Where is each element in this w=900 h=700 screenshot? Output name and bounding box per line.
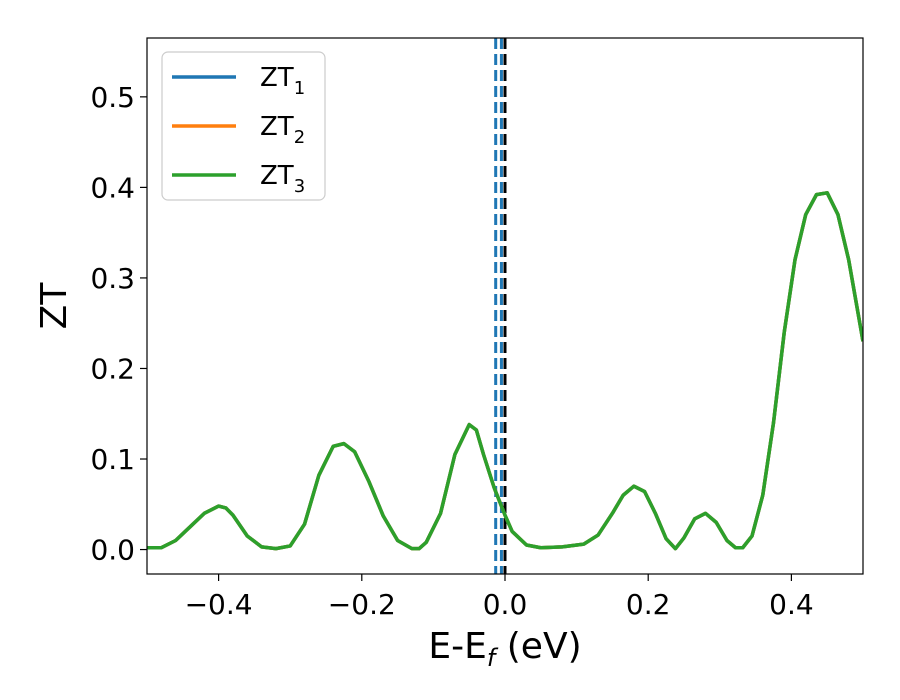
series-lines [147,191,863,551]
x-tick-label: 0.2 [626,588,671,621]
legend-entry-label: ZT1 [260,63,305,99]
x-tick-label: 0.4 [769,588,814,621]
x-axis-label: E-Ef (eV) [428,626,581,672]
x-tick-label: −0.2 [328,588,396,621]
legend-entry-label: ZT2 [260,112,305,148]
fermi-level-markers [494,38,507,574]
legend: ZT1 ZT2 ZT3 [161,51,326,201]
y-axis-ticks: 0.0 0.1 0.2 0.3 0.4 0.5 [90,81,147,567]
x-tick-label: −0.4 [185,588,253,621]
y-tick-label: 0.4 [90,171,135,204]
y-axis-label: ZT [34,282,75,330]
y-tick-label: 0.0 [90,534,135,567]
y-tick-label: 0.5 [90,81,135,114]
legend-box [161,51,326,201]
y-tick-label: 0.1 [90,443,135,476]
legend-entry-label: ZT3 [260,161,305,197]
y-tick-label: 0.3 [90,262,135,295]
series-line [147,191,863,551]
x-axis-ticks: −0.4 −0.2 0.0 0.2 0.4 [185,574,814,621]
y-tick-label: 0.2 [90,352,135,385]
x-tick-label: 0.0 [483,588,528,621]
